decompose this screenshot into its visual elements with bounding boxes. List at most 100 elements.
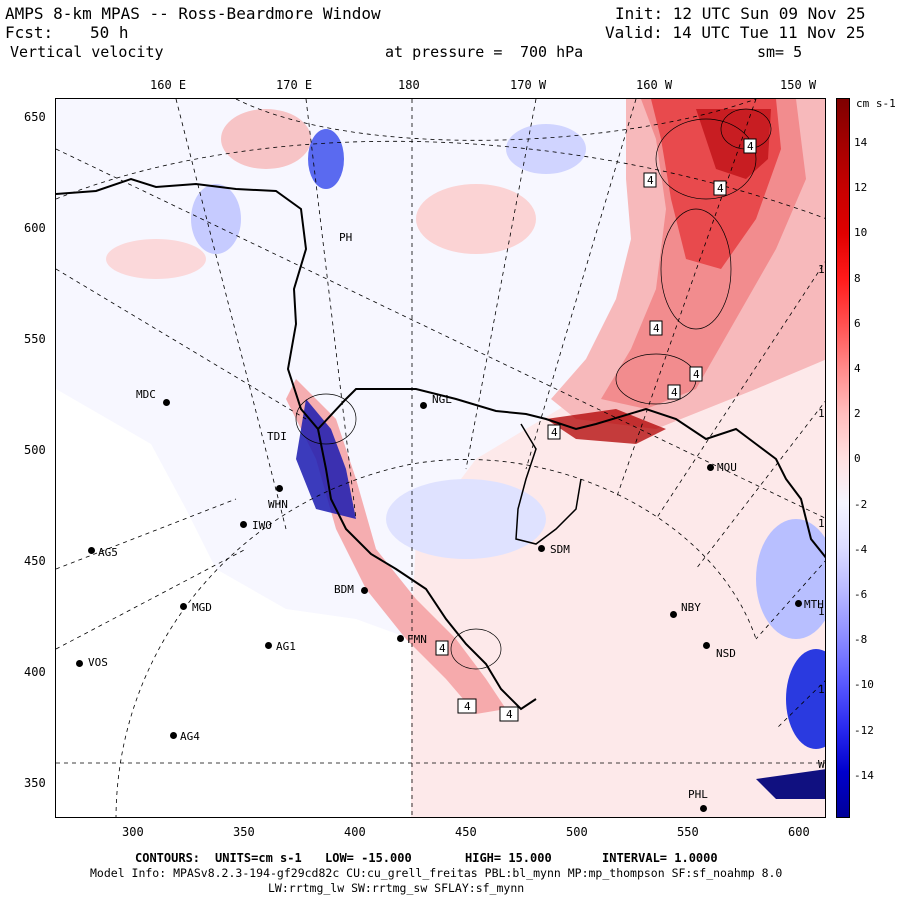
- colorbar-tick-label: -8: [854, 633, 868, 647]
- downdraft-lower-right: [756, 769, 825, 799]
- pink-patch: [106, 239, 206, 279]
- y-tick: 450: [24, 554, 46, 568]
- station-marker[interactable]: [703, 642, 710, 649]
- colorbar-tick-label: 6: [854, 316, 861, 330]
- inmap-lon-label: 110 W: [818, 605, 826, 618]
- contour-label: 4: [551, 426, 558, 439]
- mountain-wave-downdraft: [296, 399, 356, 519]
- contour-label: 4: [693, 368, 700, 381]
- colorbar-tick-label: -2: [854, 497, 868, 511]
- level-value: 700 hPa: [520, 43, 584, 61]
- x-tick: 450: [455, 825, 477, 839]
- lon-tick: 150 W: [780, 78, 817, 92]
- station-label: AG4: [180, 730, 200, 743]
- station-marker[interactable]: [795, 600, 802, 607]
- contour-label-box: [547, 424, 561, 440]
- station-label: AG1: [276, 640, 296, 653]
- y-tick: 350: [24, 776, 46, 790]
- inmap-lon-label: W: [818, 758, 825, 771]
- x-tick: 400: [344, 825, 366, 839]
- station-marker[interactable]: [170, 732, 177, 739]
- station-marker[interactable]: [420, 402, 427, 409]
- contour-lines: [295, 108, 772, 670]
- transantarctic-coast: [317, 428, 537, 711]
- downward-patch: [191, 184, 241, 254]
- lon-tick: 160 E: [150, 78, 187, 92]
- colorbar-tick-label: 12: [854, 181, 868, 195]
- station-marker[interactable]: [163, 399, 170, 406]
- downward-patch: [786, 649, 825, 749]
- station-label: NGL: [432, 393, 452, 406]
- contour-label-box: [713, 180, 727, 196]
- station-marker[interactable]: [361, 587, 368, 594]
- station-label: MTH: [804, 598, 824, 611]
- model-info-2: LW:rrtmg_lw SW:rrtmg_sw SFLAY:sf_mynn: [268, 881, 525, 895]
- station-marker[interactable]: [180, 603, 187, 610]
- y-tick: 550: [24, 332, 46, 346]
- x-tick: 500: [566, 825, 588, 839]
- station-label: MDC: [136, 388, 156, 401]
- lon-tick: 170 E: [276, 78, 313, 92]
- station-label: PHL: [688, 788, 708, 801]
- contour-label: 4: [671, 386, 678, 399]
- lon-tick: 170 W: [510, 78, 547, 92]
- station-marker[interactable]: [670, 611, 677, 618]
- x-tick: 550: [677, 825, 699, 839]
- contour-label-box: [499, 706, 519, 722]
- colorbar-tick-label: -14: [854, 768, 874, 782]
- station-marker[interactable]: [240, 521, 247, 528]
- station-marker[interactable]: [76, 660, 83, 667]
- contour-label: 4: [747, 140, 754, 153]
- level-label: at pressure =: [385, 43, 503, 61]
- pink-patch: [416, 184, 536, 254]
- no-data-region: [56, 389, 411, 817]
- station-marker[interactable]: [538, 545, 545, 552]
- contour-label: 4: [439, 642, 446, 655]
- station-marker[interactable]: [707, 464, 714, 471]
- station-marker[interactable]: [88, 547, 95, 554]
- forecast-hours: 50 h: [90, 23, 129, 42]
- colorbar-units: cm s-1: [856, 97, 896, 110]
- station-label: MOU: [717, 461, 737, 474]
- contour-label-box: [743, 138, 757, 154]
- station-marker[interactable]: [700, 805, 707, 812]
- x-tick: 300: [122, 825, 144, 839]
- contour-label: 4: [653, 322, 660, 335]
- model-info: Model Info: MPASv8.2.3-194-gf29cd82c CU:…: [90, 866, 783, 880]
- contours-interval: INTERVAL= 1.0000: [602, 851, 718, 865]
- station-marker[interactable]: [397, 635, 404, 642]
- contour-label-box: [649, 320, 663, 336]
- station-label: NSD: [716, 647, 736, 660]
- vertical-velocity-field: 4 4 4 4 4 4 4 4 4 4 140 W 130 W 120 W 11…: [56, 99, 826, 817]
- map-panel[interactable]: 4 4 4 4 4 4 4 4 4 4 140 W 130 W 120 W 11…: [55, 98, 826, 818]
- map-title: AMPS 8-km MPAS -- Ross-Beardmore Window: [5, 4, 381, 23]
- station-label: FMN: [407, 633, 427, 646]
- colorbar-tick-label: -12: [854, 723, 874, 737]
- coastline: [56, 177, 825, 559]
- downward-patch: [386, 479, 546, 559]
- init-time: Init: 12 UTC Sun 09 Nov 25: [615, 4, 866, 23]
- colorbar-tick-label: 8: [854, 271, 861, 285]
- lon-tick: 180: [398, 78, 420, 92]
- station-marker[interactable]: [265, 642, 272, 649]
- pink-patch: [221, 109, 311, 169]
- station-label: TDI: [267, 430, 287, 443]
- contours-low: LOW= -15.000: [325, 851, 412, 865]
- contours-units: UNITS=cm s-1: [215, 851, 302, 865]
- inmap-lon-label: 140 W: [818, 263, 826, 276]
- contour-label: 4: [647, 174, 654, 187]
- downward-patch: [506, 124, 586, 174]
- colorbar-tick-label: -4: [854, 542, 868, 556]
- y-tick: 600: [24, 221, 46, 235]
- contour-label: 4: [506, 708, 513, 721]
- station-marker[interactable]: [276, 485, 283, 492]
- station-label: NBY: [681, 601, 701, 614]
- station-label: BDM: [334, 583, 354, 596]
- contour-label-box: [457, 698, 477, 714]
- ice-shelf-edge-updraft: [546, 409, 666, 444]
- contour-label-box: [689, 366, 703, 382]
- contour-label-box: [667, 384, 681, 400]
- inmap-lon-label: 100 W: [818, 683, 826, 696]
- station-label: SDM: [550, 543, 570, 556]
- station-label: IWO: [252, 519, 272, 532]
